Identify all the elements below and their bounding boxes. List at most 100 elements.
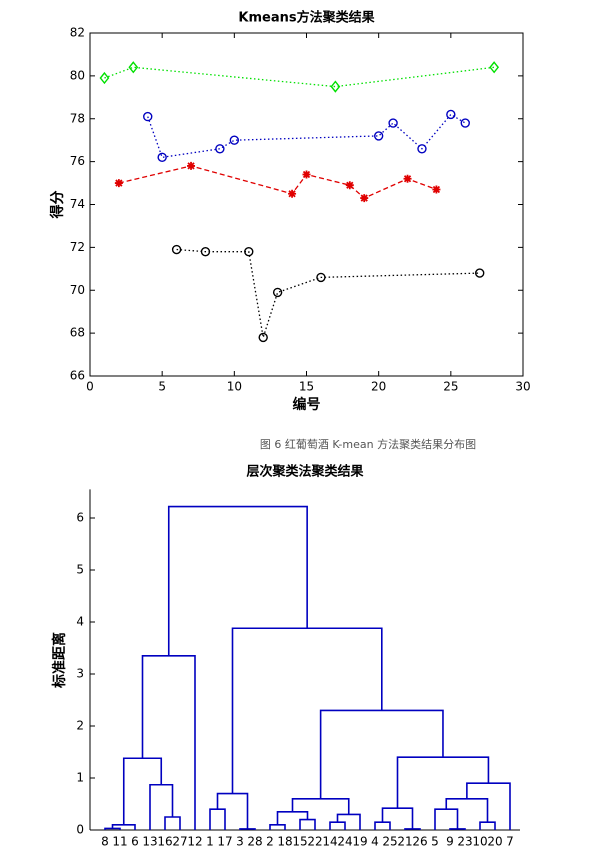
leaf-label: 7	[506, 835, 514, 849]
leaf-label: 21	[397, 835, 412, 849]
y-tick-label: 82	[70, 26, 85, 40]
marker	[316, 272, 326, 283]
marker	[215, 144, 225, 154]
leaf-label: 4	[371, 835, 379, 849]
y-tick-label: 6	[76, 511, 84, 525]
marker	[99, 71, 110, 85]
dendrogram-link	[122, 757, 163, 825]
marker	[373, 131, 384, 141]
x-tick-label: 0	[86, 380, 94, 394]
dendrogram-link	[479, 821, 496, 830]
leaf-label: 23	[457, 835, 472, 849]
x-tick-label: 5	[158, 380, 166, 394]
dendrogram-link	[374, 821, 391, 830]
series-line	[118, 165, 437, 199]
leaf-label: 11	[112, 835, 127, 849]
y-tick-label: 2	[76, 719, 84, 733]
dendrogram-link	[209, 808, 226, 830]
leaf-label: 22	[307, 835, 322, 849]
y-tick-label: 78	[70, 111, 85, 125]
y-tick-label: 80	[70, 68, 85, 82]
marker	[143, 111, 153, 122]
leaf-label: 13	[142, 835, 157, 849]
y-tick-label: 1	[76, 771, 84, 785]
x-axis-label: 编号	[293, 396, 321, 413]
y-tick-label: 66	[70, 369, 85, 383]
marker	[432, 185, 441, 194]
marker	[288, 189, 297, 198]
series-line	[104, 66, 495, 88]
leaf-label: 3	[236, 835, 244, 849]
y-tick-label: 74	[70, 197, 85, 211]
marker	[187, 161, 196, 170]
dendrogram-link	[319, 709, 444, 799]
y-tick-label: 70	[70, 283, 85, 297]
dendrogram-link	[164, 816, 181, 830]
marker	[388, 118, 398, 128]
marker	[171, 244, 182, 255]
dendrogram-link	[299, 818, 316, 830]
dendrogram-link	[276, 811, 309, 825]
series-line	[147, 113, 466, 159]
leaf-label: 10	[472, 835, 487, 849]
marker	[200, 246, 211, 257]
leaf-label: 27	[172, 835, 187, 849]
x-tick-label: 30	[515, 380, 530, 394]
x-tick-label: 15	[299, 380, 314, 394]
marker	[272, 287, 283, 298]
y-tick-label: 72	[70, 240, 85, 254]
marker	[446, 109, 456, 120]
x-tick-label: 20	[371, 380, 386, 394]
leaf-label: 9	[446, 835, 454, 849]
marker	[302, 170, 311, 179]
marker	[489, 61, 500, 74]
series-line	[176, 248, 480, 338]
leaf-label: 5	[431, 835, 439, 849]
leaf-label: 19	[352, 835, 367, 849]
leaf-label: 28	[247, 835, 262, 849]
leaf-label: 6	[131, 835, 139, 849]
leaf-label: 12	[187, 835, 202, 849]
y-tick-label: 0	[76, 823, 84, 837]
marker	[417, 144, 427, 154]
x-tick-label: 10	[227, 380, 242, 394]
marker	[475, 268, 485, 278]
dendrogram-link	[149, 783, 174, 830]
caption: 图 6 红葡萄酒 K-mean 方法聚类结果分布图	[260, 437, 476, 451]
leaf-label: 16	[157, 835, 172, 849]
marker	[229, 135, 240, 145]
leaf-label: 24	[337, 835, 352, 849]
chart-title: Kmeans方法聚类结果	[238, 10, 374, 26]
dendrogram-link	[434, 808, 459, 830]
marker	[345, 181, 354, 190]
marker	[360, 194, 369, 203]
marker	[258, 332, 268, 343]
dendrogram-link	[269, 824, 286, 830]
marker	[157, 152, 167, 163]
marker	[128, 61, 139, 74]
leaf-label: 15	[292, 835, 307, 849]
y-tick-label: 68	[70, 326, 85, 340]
y-axis-label: 标准距离	[51, 632, 68, 689]
leaf-label: 17	[217, 835, 232, 849]
marker	[330, 80, 341, 93]
leaf-label: 2	[266, 835, 274, 849]
y-tick-label: 3	[76, 667, 84, 681]
leaf-label: 26	[412, 835, 427, 849]
leaf-label: 8	[101, 835, 109, 849]
dendrogram-link	[381, 807, 414, 829]
dendrogram-link	[216, 792, 249, 829]
y-tick-label: 4	[76, 615, 84, 629]
dendrogram-link	[329, 821, 346, 830]
y-axis-label: 得分	[49, 191, 66, 220]
dendrogram-link	[167, 505, 308, 656]
x-tick-label: 25	[443, 380, 458, 394]
marker	[244, 246, 254, 257]
marker	[403, 174, 412, 183]
marker	[114, 179, 123, 188]
leaf-label: 20	[487, 835, 502, 849]
leaf-label: 18	[277, 835, 292, 849]
leaf-label: 14	[322, 835, 337, 849]
